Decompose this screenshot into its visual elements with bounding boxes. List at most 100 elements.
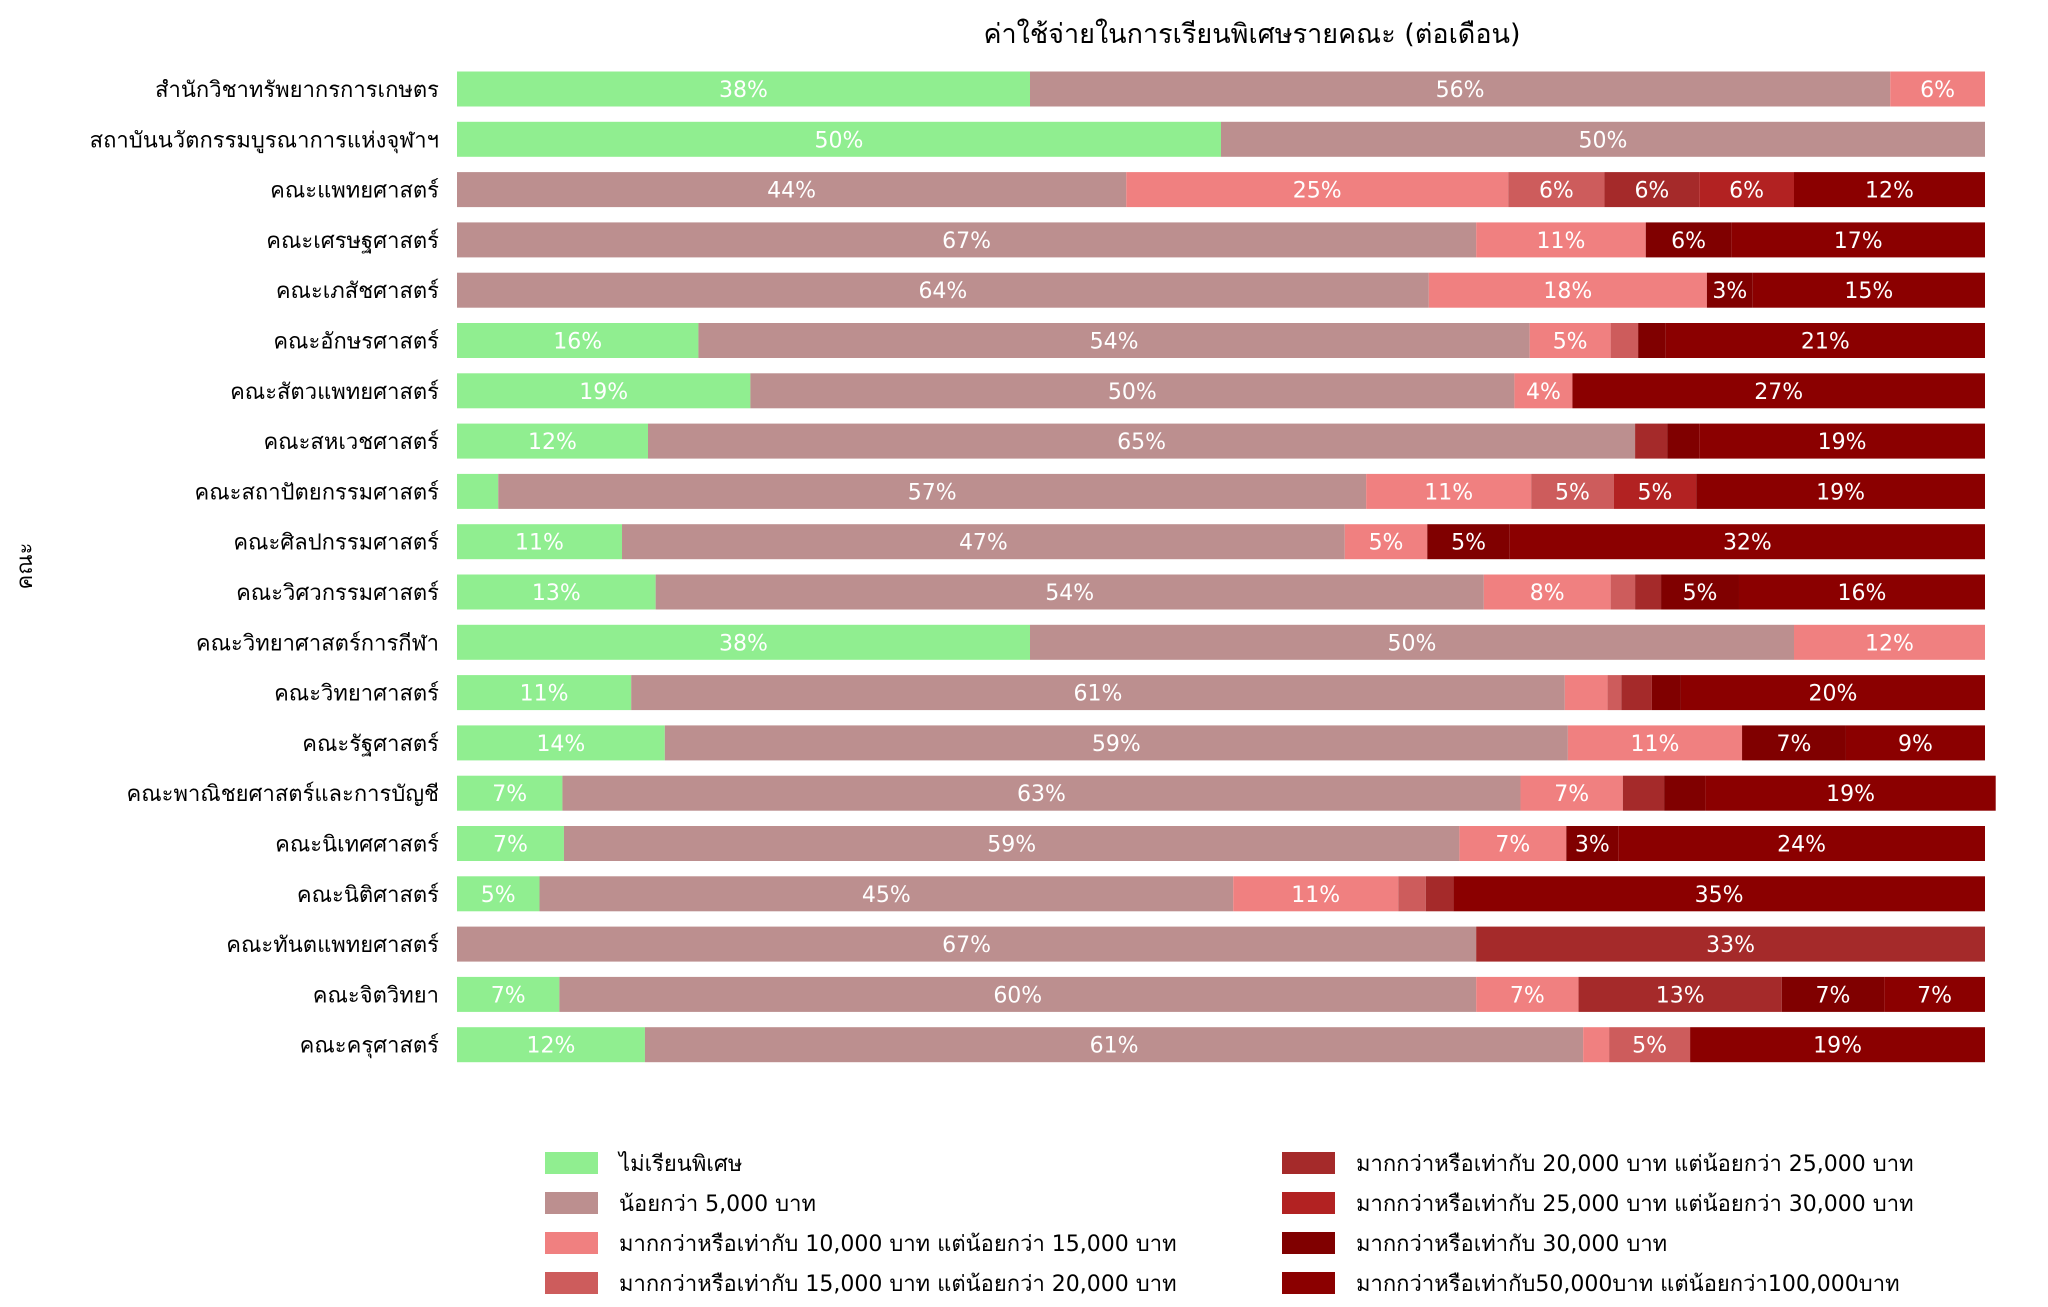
data-label: 61% [1090, 1034, 1139, 1059]
data-label: 3% [1575, 833, 1610, 858]
category-label: คณะพาณิชยศาสตร์และการบัญชี [127, 782, 440, 807]
bar-segment [1609, 1027, 1691, 1063]
bar-segment [457, 976, 560, 1012]
bar-segment [1126, 172, 1509, 208]
data-label: 16% [553, 330, 602, 355]
bar-segment [457, 272, 1429, 308]
bar-segment [644, 1027, 1584, 1063]
data-label: 54% [1090, 330, 1139, 355]
data-label: 59% [1092, 732, 1141, 757]
bar-segment [1613, 473, 1697, 509]
category-label: คณะสถาปัตยกรรมศาสตร์ [195, 480, 440, 505]
data-label: 6% [1671, 229, 1706, 254]
category-label: คณะวิทยาศาสตร์การกีฬา [196, 631, 439, 656]
category-label: คณะอักษรศาสตร์ [273, 330, 439, 355]
bar-segment [1699, 172, 1794, 208]
bar-segment [1509, 524, 1985, 560]
bar-segment [1607, 675, 1622, 711]
data-label: 12% [527, 1034, 576, 1059]
bar-segment [562, 775, 1521, 811]
bar-segment [1531, 473, 1614, 509]
legend-swatch [545, 1272, 598, 1294]
bar-segment [457, 624, 1030, 660]
data-label: 50% [1388, 631, 1437, 656]
data-label: 60% [993, 983, 1042, 1008]
bar-segment [563, 826, 1460, 861]
data-label: 24% [1777, 833, 1826, 858]
bar-segment [1366, 473, 1532, 509]
bar-segment [622, 524, 1345, 560]
data-label: 21% [1801, 330, 1850, 355]
bar-segment [457, 675, 632, 711]
y-axis-label: คณะ [13, 543, 38, 590]
data-label: 12% [1865, 631, 1914, 656]
data-label: 5% [1683, 581, 1718, 606]
bar-segment [1476, 976, 1579, 1012]
data-label: 11% [1537, 229, 1586, 254]
data-label: 6% [1920, 78, 1955, 103]
bar-segment [1483, 574, 1611, 610]
category-label: คณะเศรษฐศาสตร์ [266, 229, 439, 254]
bar-segment [1604, 172, 1700, 208]
category-label: คณะวิทยาศาสตร์ [274, 682, 439, 707]
bar-segment [1578, 976, 1782, 1012]
data-label: 7% [491, 983, 526, 1008]
bars-group: 38% 56% 6%50% 50%44% 25% 6% 6% 6% 12%67% 11% 6% 17%… [457, 71, 1996, 1063]
legend-swatch [1282, 1152, 1335, 1174]
data-label: 5% [1637, 480, 1672, 505]
data-label: 6% [1634, 179, 1669, 204]
data-label: 18% [1543, 279, 1592, 304]
data-label: 25% [1293, 179, 1342, 204]
data-label: 57% [908, 480, 957, 505]
bar-segment [457, 423, 648, 459]
bar-segment [1621, 675, 1652, 711]
data-label: 11% [1630, 732, 1679, 757]
bar-segment [1610, 323, 1639, 358]
bar-segment [1794, 172, 1985, 208]
chart-title: ค่าใช้จ่ายในการเรียนพิเศษรายคณะ (ต่อเดือ… [983, 18, 1520, 50]
bar-segment [457, 172, 1127, 208]
bar-segment [1221, 121, 1985, 157]
data-label: 64% [918, 279, 967, 304]
data-label: 11% [1424, 480, 1473, 505]
data-label: 5% [1632, 1034, 1667, 1059]
bar-segment [1690, 1027, 1985, 1063]
bar-segment [1567, 725, 1743, 761]
bar-segment [1514, 373, 1573, 409]
bar-segment [1742, 725, 1846, 761]
bar-segment [1344, 524, 1428, 560]
bar-segment [1459, 826, 1567, 861]
bar-segment [1667, 423, 1700, 459]
data-label: 4% [1526, 380, 1561, 405]
legend-swatch [1282, 1192, 1335, 1214]
bar-segment [1610, 574, 1636, 610]
bar-segment [1731, 222, 1985, 258]
data-label: 7% [493, 833, 528, 858]
bar-segment [1845, 725, 1985, 761]
bar-segment [1680, 675, 1985, 711]
bar-segment [1572, 373, 1985, 409]
data-label: 7% [1510, 983, 1545, 1008]
legend-label: มากกว่าหรือเท่ากับ 15,000 บาท แต่น้อยกว่… [619, 1272, 1177, 1297]
data-label: 12% [528, 430, 577, 455]
data-label: 19% [1813, 1034, 1862, 1059]
category-label: คณะวิศวกรรมศาสตร์ [236, 581, 439, 606]
data-label: 50% [1579, 128, 1628, 153]
bar-segment [1425, 876, 1454, 912]
data-label: 8% [1530, 581, 1565, 606]
bar-segment [457, 121, 1221, 157]
bar-segment [457, 1027, 645, 1063]
data-label: 20% [1809, 682, 1858, 707]
bar-segment [1890, 71, 1985, 107]
bar-segment [1699, 423, 1985, 459]
category-label: คณะสัตวแพทยศาสตร์ [230, 380, 439, 405]
category-label: คณะนิเทศศาสตร์ [275, 833, 439, 858]
data-label: 50% [1108, 380, 1157, 405]
data-label: 63% [1017, 782, 1066, 807]
legend-swatch [545, 1152, 598, 1174]
bar-segment [1030, 71, 1891, 107]
data-label: 5% [1369, 531, 1404, 556]
bar-segment [1233, 876, 1399, 912]
bar-segment [655, 574, 1484, 610]
